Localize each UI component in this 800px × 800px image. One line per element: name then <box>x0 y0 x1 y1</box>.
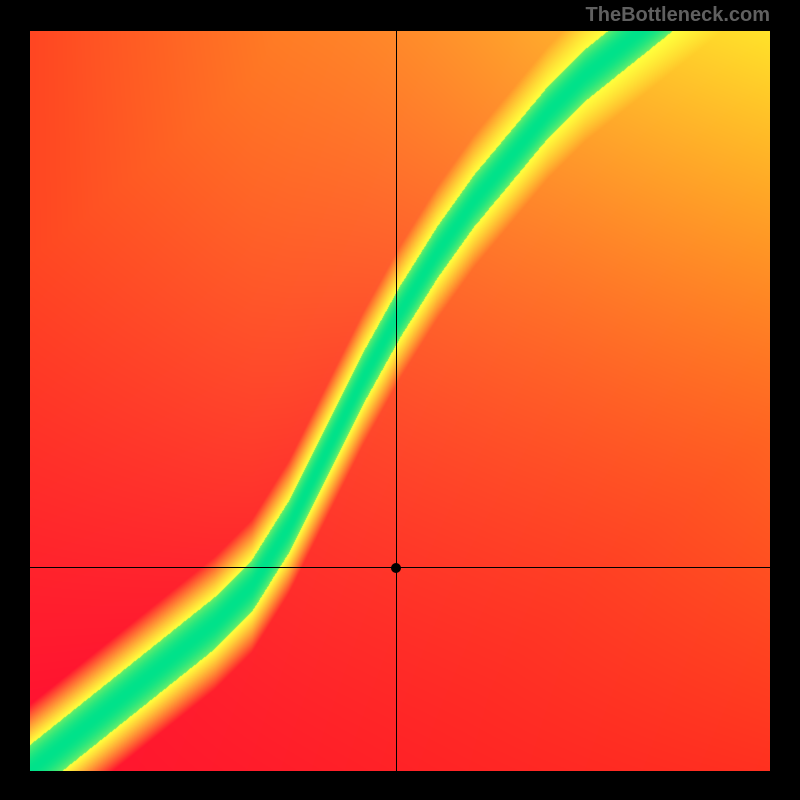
heatmap-canvas <box>30 31 770 771</box>
heatmap-plot <box>30 31 770 771</box>
watermark-text: TheBottleneck.com <box>0 0 800 27</box>
